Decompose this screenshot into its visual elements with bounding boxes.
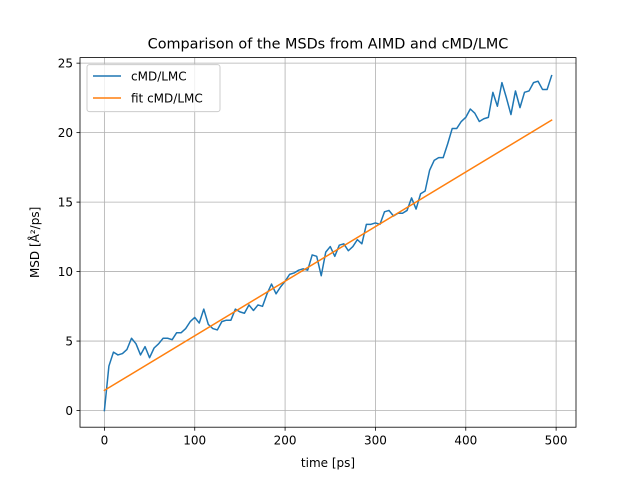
series-layer xyxy=(103,74,553,412)
y-tick-label: 10 xyxy=(58,265,73,279)
x-tick-label: 0 xyxy=(101,434,109,448)
plot-frame xyxy=(79,57,577,428)
chart-title: Comparison of the MSDs from AIMD and cMD… xyxy=(148,37,509,53)
x-tick-label: 500 xyxy=(545,434,568,448)
x-axis-label: time [ps] xyxy=(301,456,355,470)
x-tick-label: 300 xyxy=(364,434,387,448)
legend-label-fit-cmd-lmc: fit cMD/LMC xyxy=(131,91,203,105)
y-tick-label: 0 xyxy=(65,404,73,418)
grid xyxy=(80,57,576,428)
y-tick-label: 5 xyxy=(65,334,73,348)
legend-label-cmd-lmc: cMD/LMC xyxy=(131,69,187,83)
ticks: 0 100 200 300 400 500 0 5 10 15 20 25 xyxy=(58,56,568,447)
x-tick-label: 100 xyxy=(183,434,206,448)
y-tick-label: 20 xyxy=(58,126,73,140)
y-tick-label: 25 xyxy=(58,56,73,70)
series-line-fit-cmd-lmc xyxy=(103,119,553,392)
x-tick-label: 200 xyxy=(274,434,297,448)
series-line-cmd-lmc xyxy=(103,74,553,412)
legend: cMD/LMC fit cMD/LMC xyxy=(86,64,221,113)
y-axis-label: MSD [Å²/ps] xyxy=(27,207,42,278)
x-tick-label: 400 xyxy=(454,434,477,448)
y-tick-label: 15 xyxy=(58,195,73,209)
